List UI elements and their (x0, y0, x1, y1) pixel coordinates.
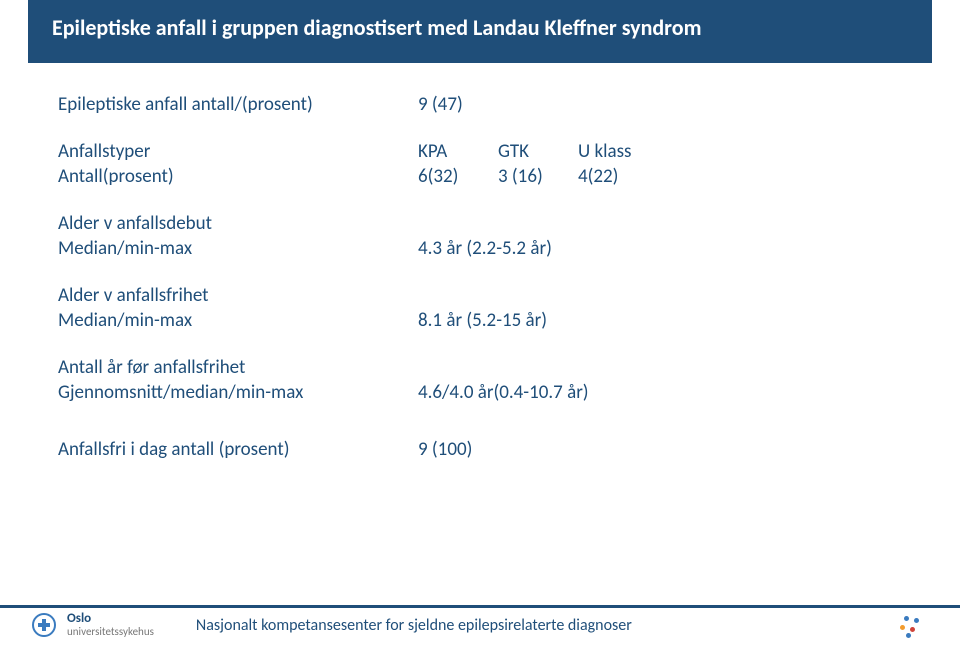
anfallstyper-headers: KPA GTK U klass (418, 140, 902, 163)
row-anfallsdebut-title: Alder v anfallsdebut (58, 212, 902, 235)
val-kpa: 6(32) (418, 165, 498, 188)
value-median-frihet: 8.1 år (5.2-15 år) (418, 309, 902, 332)
value-anfallsfri-idag: 9 (100) (418, 438, 902, 461)
label-anfallsdebut: Alder v anfallsdebut (58, 212, 418, 235)
col-gtk: GTK (498, 140, 578, 163)
org-logo: Oslo universitetssykehus (30, 611, 154, 639)
row-gjennomsnitt: Gjennomsnitt/median/min-max 4.6/4.0 år(0… (58, 381, 902, 404)
slide-body: Epileptiske anfall antall/(prosent) 9 (4… (0, 63, 960, 461)
row-antall-aar-title: Antall år før anfallsfrihet (58, 356, 902, 379)
slide-title-bar: Epileptiske anfall i gruppen diagnostise… (28, 0, 932, 63)
row-anfall-count: Epileptiske anfall antall/(prosent) 9 (4… (58, 93, 902, 116)
label-antall-prosent: Antall(prosent) (58, 165, 418, 188)
row-anfallstyper: Anfallstyper KPA GTK U klass (58, 140, 902, 163)
slide-footer: Oslo universitetssykehus Nasjonalt kompe… (0, 605, 960, 651)
col-kpa: KPA (418, 140, 498, 163)
row-anfallsfrihet-title: Alder v anfallsfrihet (58, 284, 902, 307)
row-anfallsdebut-median: Median/min-max 4.3 år (2.2-5.2 år) (58, 237, 902, 260)
slide-title: Epileptiske anfall i gruppen diagnostise… (52, 14, 701, 41)
value-anfall-count: 9 (47) (418, 93, 902, 116)
label-median-frihet: Median/min-max (58, 309, 418, 332)
footer-center-text: Nasjonalt kompetansesenter for sjeldne e… (196, 616, 632, 635)
label-anfallstyper: Anfallstyper (58, 140, 418, 163)
label-antall-aar: Antall år før anfallsfrihet (58, 356, 418, 379)
label-gjennomsnitt: Gjennomsnitt/median/min-max (58, 381, 418, 404)
row-antall-prosent: Antall(prosent) 6(32) 3 (16) 4(22) (58, 165, 902, 188)
label-anfallsfri-idag: Anfallsfri i dag antall (prosent) (58, 438, 418, 461)
org-name-line1: Oslo (67, 612, 154, 626)
value-median-debut: 4.3 år (2.2-5.2 år) (418, 237, 902, 260)
row-anfallsfri-idag: Anfallsfri i dag antall (prosent) 9 (100… (58, 438, 902, 461)
label-median-debut: Median/min-max (58, 237, 418, 260)
val-uklass: 4(22) (578, 165, 658, 188)
org-name-line2: universitetssykehus (67, 626, 154, 638)
hospital-logo-icon (30, 611, 58, 639)
antall-prosent-values: 6(32) 3 (16) 4(22) (418, 165, 902, 188)
label-anfallsfrihet: Alder v anfallsfrihet (58, 284, 418, 307)
decorative-dots-icon (900, 615, 922, 639)
value-gjennomsnitt: 4.6/4.0 år(0.4-10.7 år) (418, 381, 902, 404)
slide-root: Epileptiske anfall i gruppen diagnostise… (0, 0, 960, 651)
col-uklass: U klass (578, 140, 658, 163)
org-logo-text: Oslo universitetssykehus (67, 612, 154, 637)
row-anfallsfrihet-median: Median/min-max 8.1 år (5.2-15 år) (58, 309, 902, 332)
footer-divider (0, 605, 960, 608)
label-anfall-count: Epileptiske anfall antall/(prosent) (58, 93, 418, 116)
val-gtk: 3 (16) (498, 165, 578, 188)
